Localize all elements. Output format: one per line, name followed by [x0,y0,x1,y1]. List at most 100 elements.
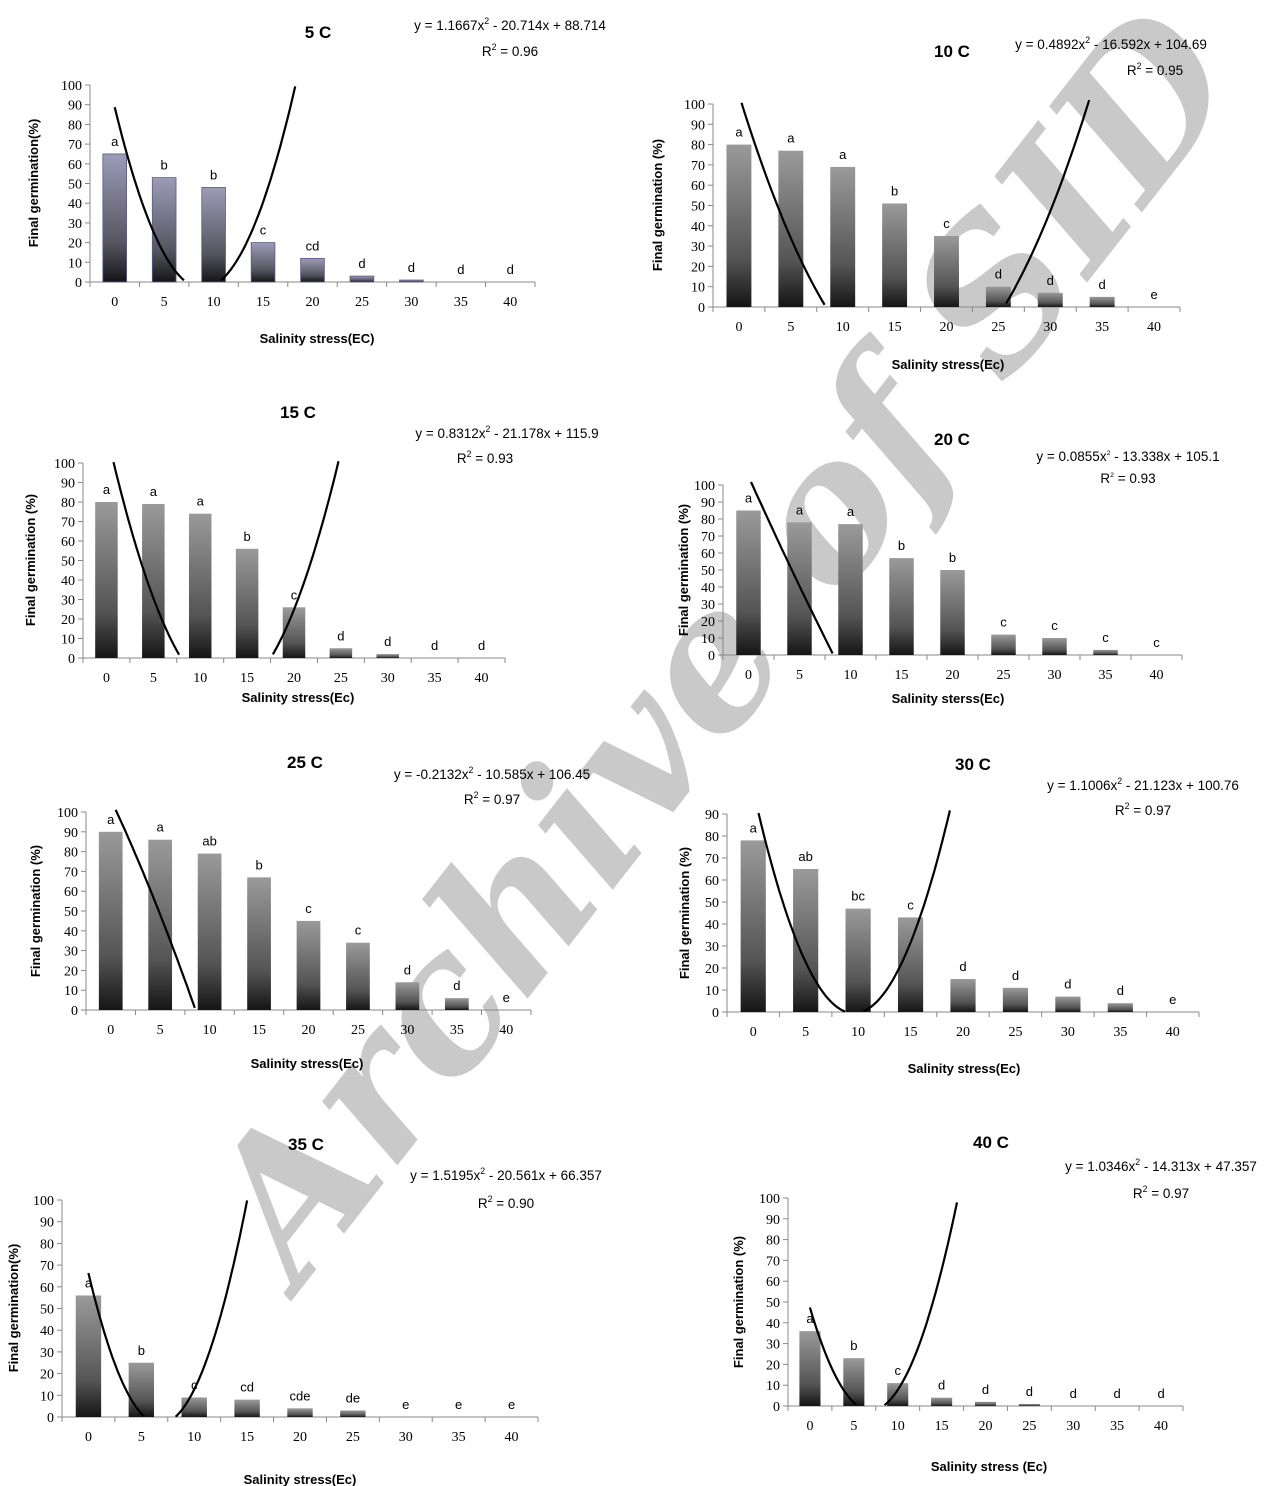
equation-tail: - 10.585x + 106.45 [473,767,590,782]
significance-letter: d [1047,273,1054,288]
x-tick-label: 40 [1154,1419,1168,1434]
bar [197,853,222,1010]
y-axis-label: Final germination (%) [677,847,692,979]
equation-lead: y = 1.0346x [1065,1159,1135,1174]
y-axis-label: Final germination (%) [731,1236,746,1368]
bar [181,1397,207,1417]
significance-letter: d [1099,277,1106,292]
r-squared-value: = 0.97 [1147,1186,1189,1201]
y-tick-label: 80 [691,139,705,154]
y-tick-label: 50 [701,564,715,579]
x-tick-label: 35 [1095,320,1109,335]
significance-letter: d [938,1378,945,1393]
bar [1055,996,1081,1012]
r-squared-symbol: R [1100,471,1110,486]
bar [799,1331,821,1406]
x-tick-label: 40 [499,1023,513,1038]
x-tick-label: 10 [207,295,221,310]
y-tick-label: 40 [40,1324,54,1339]
y-tick-label: 70 [701,530,715,545]
equation-tail: - 16.592x + 104.69 [1090,37,1207,52]
significance-letter: d [457,262,464,277]
r-squared-symbol: R [478,1196,488,1211]
x-tick-label: 25 [991,320,1005,335]
y-tick-label: 100 [54,457,75,472]
y-axis-label: Final germination (%) [650,139,665,271]
significance-letter: a [85,1275,93,1290]
r-squared: R2 = 0.96 [482,42,538,59]
x-tick-label: 35 [1113,1025,1127,1040]
significance-letter: d [1064,977,1071,992]
y-tick-label: 10 [705,984,719,999]
bar [340,1410,366,1417]
significance-letter: c [943,216,950,231]
x-tick-label: 40 [1150,668,1164,683]
bar [142,503,165,658]
x-tick-label: 25 [334,671,348,686]
equation-lead: y = 1.1006x [1047,778,1117,793]
significance-letter: cd [306,238,320,253]
x-tick-label: 5 [150,671,157,686]
x-tick-label: 20 [302,1023,316,1038]
significance-letter: a [806,1311,814,1326]
equation-exponent: 2 [480,1166,485,1176]
bar [1107,1003,1133,1012]
chart-title: 35 C [288,1135,324,1154]
fit-curve [750,481,834,654]
r-squared: R2 = 0.93 [1100,471,1155,486]
chart-title: 30 C [955,755,991,774]
chart-title: 20 C [934,430,970,449]
significance-letter: b [850,1338,857,1353]
equation-exponent: 2 [484,16,489,26]
y-tick-label: 50 [691,200,705,215]
significance-letter: d [982,1382,989,1397]
y-tick-label: 80 [766,1234,780,1249]
x-tick-label: 5 [787,320,794,335]
r-squared: R2 = 0.95 [1127,61,1183,78]
y-tick-label: 20 [40,1368,54,1383]
x-tick-label: 0 [111,295,118,310]
significance-letter: d [1117,983,1124,998]
y-tick-label: 40 [766,1317,780,1332]
x-tick-label: 15 [904,1025,918,1040]
x-tick-label: 5 [161,295,168,310]
x-tick-label: 20 [956,1025,970,1040]
x-axis-label: Salinity stress (Ec) [931,1459,1047,1474]
r-squared-value: = 0.97 [1129,803,1171,818]
equation-lead: y = 0.4892x [1015,37,1085,52]
x-tick-label: 25 [346,1430,360,1445]
x-tick-label: 10 [187,1430,201,1445]
x-axis-label: Salinity stress(Ec) [251,1056,364,1071]
bar [934,235,959,307]
bar [399,279,424,283]
regression-equation: y = 1.1667x2 - 20.714x + 88.714 [414,16,606,33]
bar [148,839,173,1010]
chart-panel: 20 Cy = 0.0855x2 - 13.338x + 105.1R2 = 0… [676,430,1220,706]
bar [282,607,306,658]
watermark-text: Archive of SID [150,0,1273,1330]
r-squared-exponent: 2 [467,449,472,459]
x-tick-label: 40 [1166,1025,1180,1040]
bar [838,524,863,655]
bar [1018,1403,1040,1406]
significance-letter: b [255,857,262,872]
y-tick-label: 0 [708,649,715,664]
significance-letter: a [197,494,205,509]
significance-letter: b [161,158,168,173]
bar [778,150,804,307]
significance-letter: a [107,812,115,827]
y-tick-label: 50 [40,1303,54,1318]
x-tick-label: 20 [287,671,301,686]
bar [1042,638,1067,655]
r-squared-exponent: 2 [1125,801,1130,811]
y-tick-label: 30 [64,945,78,960]
significance-letter: a [787,131,795,146]
x-tick-label: 5 [850,1419,857,1434]
x-tick-label: 30 [1048,668,1062,683]
significance-letter: ab [202,834,216,849]
r-squared-exponent: 2 [492,42,497,52]
y-tick-label: 0 [68,652,75,667]
bar [395,982,420,1010]
y-tick-label: 100 [57,806,78,821]
y-tick-label: 30 [68,217,82,232]
